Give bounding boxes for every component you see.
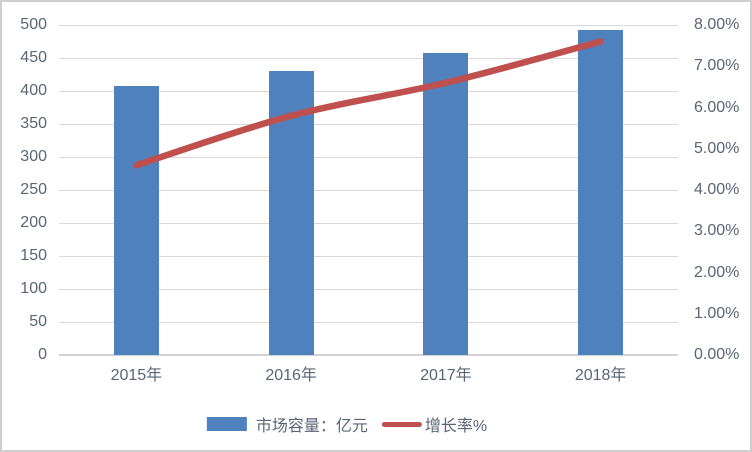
left-axis-tick-label: 450 — [20, 49, 47, 66]
x-axis-label-2015年: 2015年 — [110, 367, 163, 384]
bar-2015年 — [113, 86, 159, 355]
right-axis-tick-label: 0.00% — [694, 346, 740, 363]
left-axis-tick-label: 400 — [20, 82, 47, 99]
left-axis-tick-label: 200 — [20, 214, 47, 231]
left-axis-tick-label: 350 — [20, 115, 47, 132]
bar-2018年 — [578, 29, 624, 355]
left-axis-tick-label: 250 — [20, 181, 47, 198]
left-axis-tick-label: 300 — [20, 148, 47, 165]
gridline — [59, 90, 678, 92]
x-axis-label-2018年: 2018年 — [574, 367, 627, 384]
gridline — [59, 57, 678, 59]
right-axis-tick-label: 1.00% — [694, 304, 740, 322]
gridline — [59, 288, 678, 290]
legend-item-growth-rate: 增长率% — [381, 412, 488, 436]
right-axis-tick-label: 8.00% — [694, 16, 740, 33]
gridline — [59, 156, 678, 158]
gridline — [59, 123, 678, 125]
left-axis-tick-label: 50 — [29, 313, 47, 330]
x-axis-line — [59, 354, 678, 356]
line-series-swatch — [381, 421, 422, 427]
left-axis-tick-label: 150 — [20, 247, 47, 264]
left-axis-tick-label: 500 — [20, 16, 47, 33]
right-axis-tick-label: 5.00% — [694, 139, 740, 157]
right-axis-tick-label: 4.00% — [694, 181, 740, 198]
bar-series-swatch — [206, 417, 247, 431]
bar-2017年 — [423, 52, 469, 355]
right-axis-tick-label: 2.00% — [694, 263, 740, 281]
left-axis-tick-label: 0 — [38, 346, 47, 363]
gridline — [59, 255, 678, 257]
gridline — [59, 222, 678, 224]
x-axis-label-2016年: 2016年 — [265, 367, 317, 384]
right-axis-tick-label: 7.00% — [694, 57, 740, 75]
right-axis-tick-label: 3.00% — [694, 222, 740, 240]
growth-rate-line — [133, 38, 604, 169]
left-axis-tick-label: 100 — [20, 280, 47, 297]
legend: 市场容量：亿元 增长率% — [206, 412, 488, 436]
legend-item-market-capacity: 市场容量：亿元 — [206, 412, 368, 436]
gridline — [59, 24, 678, 26]
gridline — [59, 189, 678, 191]
bar-series-label: 市场容量：亿元 — [255, 418, 368, 435]
right-axis-tick-label: 6.00% — [694, 98, 740, 116]
gridline — [59, 321, 678, 323]
line-series-label: 增长率% — [424, 418, 488, 435]
x-axis-label-2017年: 2017年 — [420, 367, 472, 384]
